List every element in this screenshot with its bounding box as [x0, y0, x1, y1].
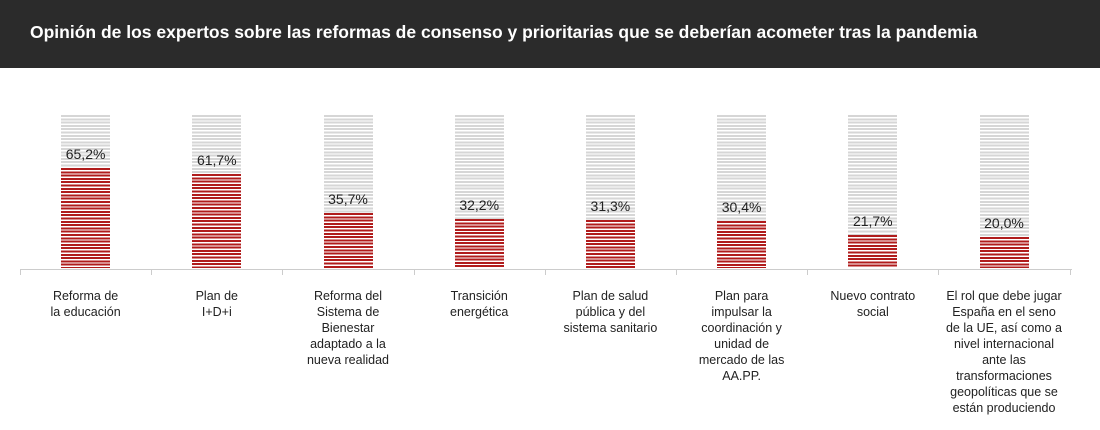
category-label-line: energética: [450, 305, 509, 319]
title-bar: Opinión de los expertos sobre las reform…: [0, 0, 1100, 68]
axis-tick: [544, 269, 546, 275]
category-label-line: geopolíticas que se: [950, 385, 1058, 399]
category-label-line: Plan para: [714, 289, 769, 303]
axis-tick: [151, 269, 153, 275]
category-label: Nuevo contrato social: [813, 288, 933, 320]
category-label-line: nueva realidad: [306, 353, 389, 367]
category-label-line: Nuevo contrato: [830, 289, 916, 303]
category-label: Reforma de la educación: [26, 288, 146, 320]
category-label: Plan de I+D+i: [157, 288, 277, 320]
data-label: 65,2%: [65, 146, 106, 163]
category-label-line: Sistema de: [316, 305, 380, 319]
category-label-line: Plan de salud: [572, 289, 649, 303]
category-label-line: transformaciones: [956, 369, 1052, 383]
data-label: 32,2%: [459, 196, 500, 213]
data-label: 61,7%: [196, 151, 237, 168]
category-label-line: coordinación y: [701, 321, 782, 335]
category-label-line: Plan de: [195, 289, 238, 303]
bar: [61, 168, 111, 268]
category-label: Plan de salud pública y del sistema sanita…: [550, 288, 670, 336]
category-label-line: Transición: [450, 289, 508, 303]
bar: [717, 221, 767, 268]
category-label: Reforma del Sistema de Bienestar adaptado a…: [288, 288, 408, 368]
category-label-line: Reforma de: [52, 289, 119, 303]
category-label: Plan para impulsar la coordinación y unidad…: [682, 288, 802, 384]
bar: [454, 218, 504, 268]
bar: [323, 213, 373, 268]
category-label-line: Reforma del: [313, 289, 383, 303]
bar: [585, 220, 635, 268]
category-label-line: están produciendo: [952, 401, 1056, 415]
category-label-line: la educación: [50, 305, 121, 319]
axis-tick: [413, 269, 415, 275]
category-label: Transición energética: [419, 288, 539, 320]
category-label: El rol que debe jugar España en el seno de…: [944, 288, 1064, 416]
bar: [848, 234, 898, 268]
data-label: 20,0%: [984, 215, 1024, 232]
category-label-line: ante las: [982, 353, 1026, 367]
category-label-line: adaptado a la: [310, 337, 386, 351]
category-label-line: I+D+i: [201, 305, 232, 319]
data-label: 31,3%: [590, 198, 631, 215]
category-label-line: unidad de: [714, 337, 770, 351]
category-label-line: sistema sanitario: [563, 321, 658, 335]
data-label: 30,4%: [721, 199, 762, 216]
category-label-line: AA.PP.: [722, 369, 761, 383]
axis-tick: [807, 269, 809, 275]
chart-title: Opinión de los expertos sobre las reform…: [30, 22, 978, 42]
category-label-line: Bienestar: [321, 321, 375, 335]
x-axis: [20, 269, 1072, 270]
category-label-line: pública y del: [575, 305, 646, 319]
axis-tick: [282, 269, 284, 275]
category-label-line: España en el seno: [952, 305, 1056, 319]
category-label-line: mercado de las: [698, 353, 785, 367]
data-label: 21,7%: [852, 212, 893, 229]
category-label-line: nivel internacional: [953, 337, 1055, 351]
category-label-line: social: [856, 305, 889, 319]
axis-tick: [1069, 269, 1071, 275]
axis-tick: [20, 269, 21, 275]
category-label-line: El rol que debe jugar: [946, 289, 1062, 303]
category-label-line: impulsar la: [711, 305, 772, 319]
bar: [979, 237, 1029, 268]
category-label-line: de la UE, así como a: [945, 321, 1063, 335]
data-label: 35,7%: [328, 191, 368, 208]
bar: [192, 173, 242, 268]
axis-tick: [938, 269, 940, 275]
axis-tick: [676, 269, 677, 275]
